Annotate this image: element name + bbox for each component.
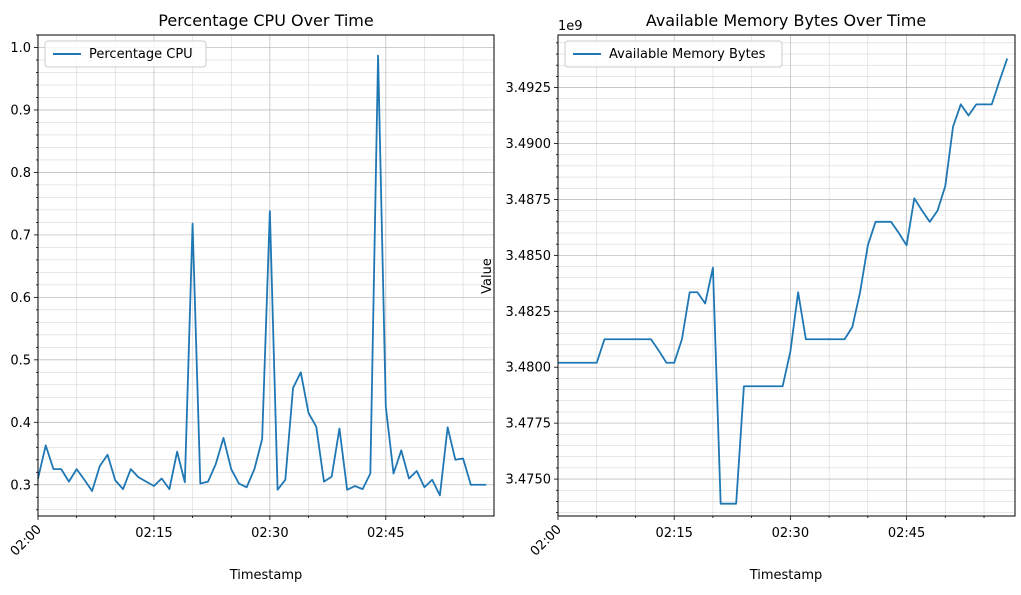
cpu-series-line [37,54,487,497]
memory-y-ticks: 3.4750 3.4775 3.4800 3.4825 3.4850 3.4875 3.49… [506,42,558,514]
cpu-y-tick-label: 0.4 [10,416,31,431]
memory-chart: 3.4750 3.4775 3.4800 3.4825 3.4850 3.4875 3.49… [480,11,1016,583]
memory-y-tick-label: 3.4825 [506,305,552,320]
cpu-y-tick-label: 0.6 [10,291,31,306]
cpu-chart-title: Percentage CPU Over Time [158,11,373,30]
memory-y-tick-label: 3.4800 [506,361,552,376]
cpu-plot-frame [37,34,495,517]
memory-y-tick-label: 3.4925 [506,81,552,96]
cpu-legend-label: Percentage CPU [89,47,193,62]
cpu-y-tick-label: 1.0 [10,41,31,56]
cpu-x-tick-label: 02:00 [8,522,45,559]
cpu-x-axis-label: Timestamp [229,568,303,583]
memory-x-tick-label: 02:15 [655,526,692,541]
memory-series-group [558,58,1009,505]
cpu-y-tick-label: 0.9 [10,103,31,118]
memory-plot-area [558,35,1015,516]
memory-plot-frame [557,34,1016,517]
memory-y-tick-label: 3.4900 [506,137,552,152]
memory-offset-text: 1e9 [558,19,583,34]
memory-x-ticks: 02:00 02:15 02:30 02:45 [528,516,985,559]
memory-legend-box [564,40,783,68]
memory-legend-label: Available Memory Bytes [609,47,766,62]
memory-x-tick-label: 02:30 [772,526,809,541]
cpu-legend-box [44,40,207,68]
cpu-x-tick-label: 02:15 [135,526,172,541]
memory-chart-title: Available Memory Bytes Over Time [646,11,926,30]
cpu-chart: 0.3 0.4 0.5 0.6 0.7 0.8 0.9 1.0 02:00 02:15 02:30… [8,11,495,583]
cpu-series-group [37,54,487,497]
memory-legend: Available Memory Bytes [564,40,783,68]
cpu-y-ticks: 0.3 0.4 0.5 0.6 0.7 0.8 0.9 1.0 [10,34,38,511]
memory-x-tick-label: 02:45 [888,526,925,541]
memory-series-line [558,58,1009,505]
cpu-x-ticks: 02:00 02:15 02:30 02:45 [8,516,464,559]
cpu-y-tick-label: 0.5 [10,353,31,368]
cpu-y-tick-label: 0.7 [10,228,31,243]
memory-x-axis-label: Timestamp [749,568,823,583]
memory-y-tick-label: 3.4850 [506,249,552,264]
memory-y-tick-label: 3.4775 [506,417,552,432]
memory-y-tick-label: 3.4750 [506,473,552,488]
cpu-y-tick-label: 0.8 [10,166,31,181]
cpu-x-tick-label: 02:45 [367,526,404,541]
cpu-legend: Percentage CPU [44,40,207,68]
memory-x-tick-label: 02:00 [528,522,565,559]
memory-y-axis-label: Value [480,258,495,294]
cpu-plot-area [38,35,494,516]
cpu-y-tick-label: 0.3 [10,478,31,493]
cpu-x-tick-label: 02:30 [251,526,288,541]
memory-y-tick-label: 3.4875 [506,193,552,208]
